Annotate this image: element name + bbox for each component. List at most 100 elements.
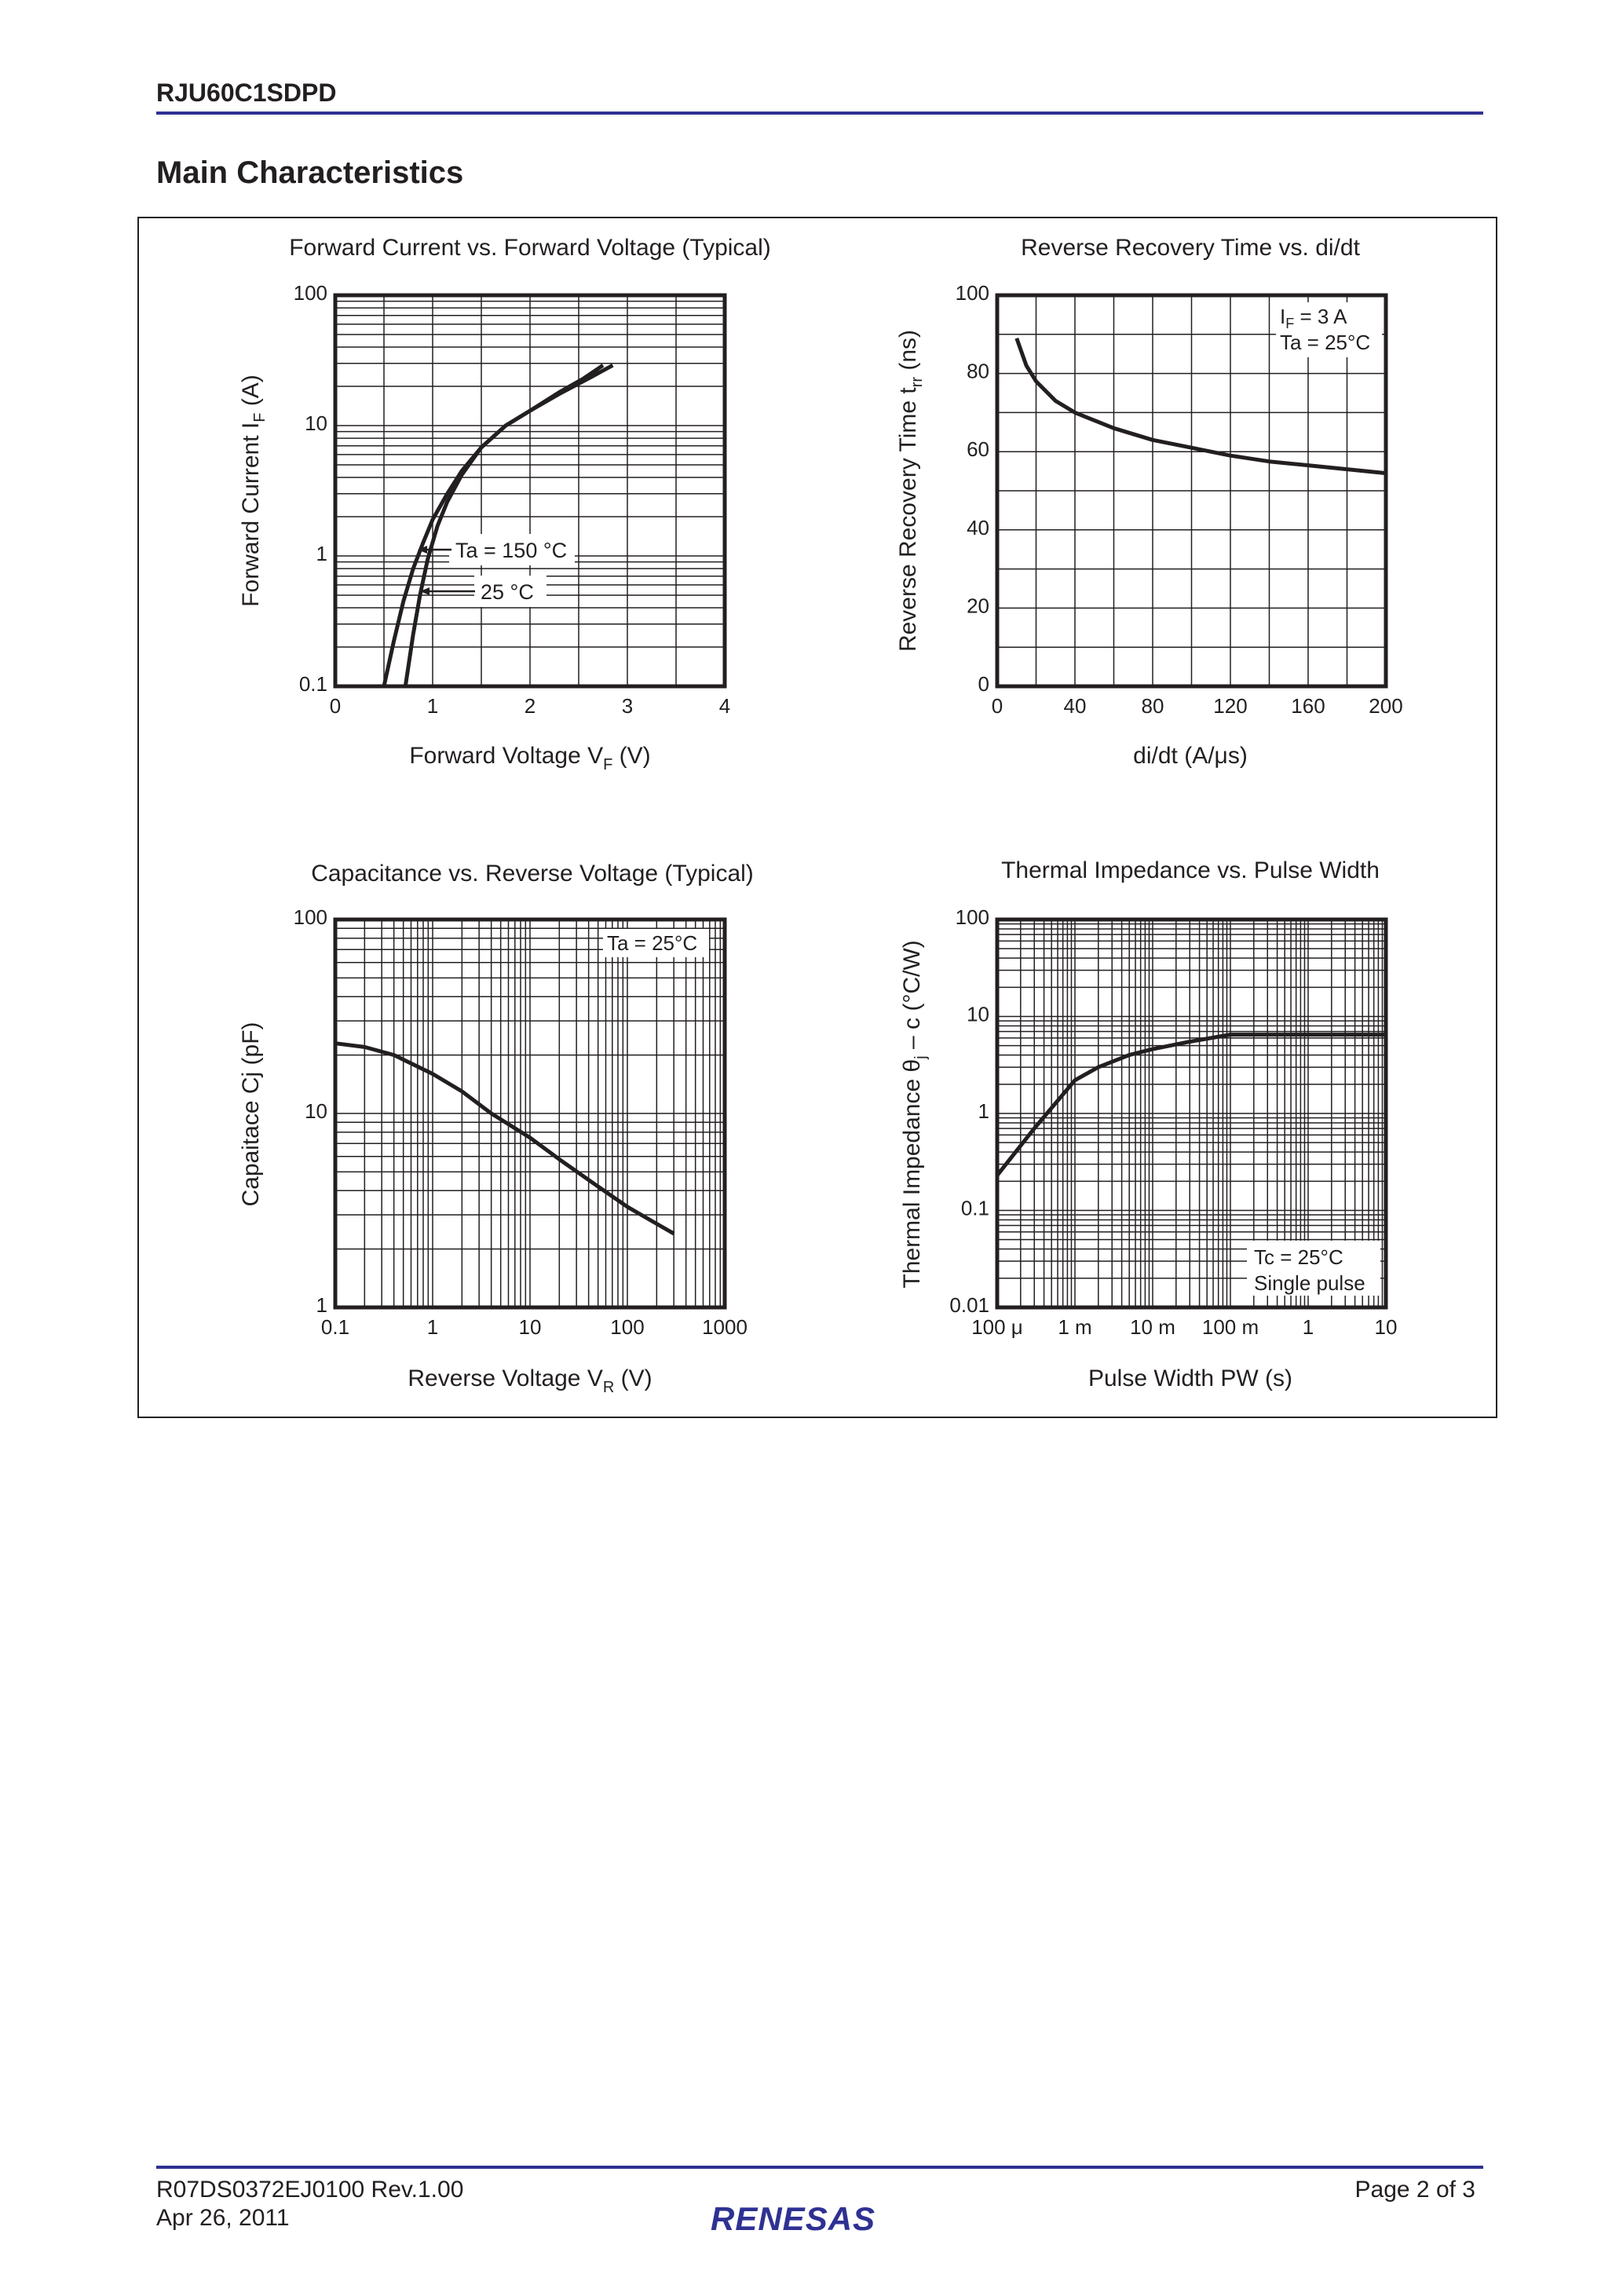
annotation-label: Ta = 150 °C: [455, 539, 567, 562]
x-tick-label: 1: [427, 694, 438, 718]
annotation-label: Tc = 25°C: [1254, 1245, 1343, 1269]
x-tick-label: 1000: [702, 1315, 748, 1339]
y-axis-label-subscript: rr: [908, 377, 926, 388]
chart-1: 0 1 2 3 4 0.1 1 10 100 Forward Current vs. Forwar…: [238, 235, 771, 773]
x-tick-label: 100 m: [1202, 1315, 1259, 1339]
x-tick-label: 160: [1291, 694, 1325, 718]
document-id: RJU60C1SDPD: [156, 79, 337, 107]
series-line-1: [996, 1033, 1386, 1177]
x-tick-label: 0: [330, 694, 341, 718]
x-tick-label: 1 m: [1058, 1315, 1091, 1339]
x-axis-label: Pulse Width PW (s): [1088, 1366, 1292, 1391]
annotation-bg: [603, 929, 709, 957]
x-axis-label-subscript: R: [603, 1379, 614, 1396]
arrow-head-icon: [418, 546, 427, 554]
x-tick-label: 80: [1142, 694, 1164, 718]
annotation-rest: = 3 A: [1294, 305, 1347, 328]
annotation-label: IF = 3 A: [1280, 305, 1347, 331]
page-number: Page 2 of 3: [1354, 2177, 1475, 2203]
chart-title: Forward Current vs. Forward Voltage (Typ…: [289, 235, 771, 261]
x-axis-label-subscript: F: [603, 756, 612, 773]
y-tick-label: 1: [316, 542, 327, 565]
y-tick-label: 10: [305, 411, 327, 435]
y-tick-label: 0.01: [949, 1293, 989, 1317]
y-tick-label: 40: [967, 516, 989, 539]
plot-frame: [995, 293, 1388, 689]
x-tick-label: 2: [525, 694, 536, 718]
x-axis-label-main: Forward Voltage V: [409, 743, 603, 769]
y-axis-label: Reverse Recovery Time trr (ns): [895, 330, 926, 652]
chart-4: 100 μ 1 m 10 m 100 m 1 10 0.01 0.1 1 10 100 Thermal…: [899, 857, 1397, 1391]
x-tick-label: 10: [1375, 1315, 1398, 1339]
y-axis-label-subscript: F: [251, 413, 269, 422]
plot-frame: [333, 917, 727, 1310]
y-tick-label: 0: [978, 672, 989, 696]
y-axis-label-main: Capaitace Cj (pF): [238, 1022, 264, 1206]
gridlines: [996, 919, 1386, 1308]
footer-rule: [156, 2166, 1483, 2169]
x-tick-label: 40: [1064, 694, 1087, 718]
document-date: Apr 26, 2011: [156, 2205, 290, 2231]
y-tick-label: 1: [316, 1293, 327, 1317]
y-tick-label: 20: [967, 594, 989, 617]
y-tick-label: 80: [967, 360, 989, 383]
chart-title: Reverse Recovery Time vs. di/dt: [1021, 235, 1360, 261]
x-tick-label: 3: [622, 694, 633, 718]
renesas-logo: RENESAS: [711, 2200, 875, 2237]
x-axis-label-main: di/dt (A/μs): [1133, 743, 1248, 769]
x-tick-label: 0: [992, 694, 1003, 718]
x-tick-label: 10 m: [1130, 1315, 1175, 1339]
gridlines: [334, 295, 726, 687]
y-axis-label-main: Reverse Recovery Time t: [895, 387, 921, 652]
charts-frame: [137, 217, 1497, 1418]
annotation-label: Ta = 25°C: [1280, 331, 1370, 354]
y-tick-label: 100: [294, 905, 327, 929]
x-tick-label: 0.1: [321, 1315, 349, 1339]
y-axis-label: Forward Current IF (A): [238, 375, 269, 607]
annotation-bg: [449, 534, 575, 565]
x-axis-label: Forward Voltage VF (V): [409, 743, 650, 773]
y-axis-label: Thermal Impedance θj – c (°C/W): [899, 940, 930, 1288]
x-tick-label: 1: [1303, 1315, 1314, 1339]
annotation-bg: [1276, 302, 1382, 357]
y-tick-label: 0.1: [299, 672, 327, 696]
x-tick-label: 1: [427, 1315, 438, 1339]
annotation-label: Ta = 25°C: [607, 931, 697, 955]
x-tick-label: 4: [719, 694, 730, 718]
annotation-bg: [1247, 1241, 1380, 1296]
x-tick-label: 120: [1213, 694, 1247, 718]
annotation-label: 25 °C: [481, 580, 534, 604]
y-axis-label-subscript: j: [912, 1055, 930, 1059]
chart-title: Capacitance vs. Reverse Voltage (Typical…: [311, 861, 754, 887]
series-line-1: [334, 1041, 675, 1236]
y-axis-label-main: Forward Current I: [238, 422, 264, 607]
series-line-2: [403, 364, 605, 687]
y-tick-label: 100: [294, 281, 327, 305]
x-tick-label: 10: [519, 1315, 542, 1339]
chart-2: 0 40 80 120 160 200 0 20 40 60 80 100 Reverse Recove…: [895, 235, 1403, 769]
y-tick-label: 1: [978, 1099, 989, 1123]
x-axis-label-unit: (V): [612, 743, 650, 769]
document-number: R07DS0372EJ0100 Rev.1.00: [156, 2177, 464, 2203]
y-tick-label: 10: [967, 1003, 989, 1026]
x-tick-label: 100: [610, 1315, 644, 1339]
y-axis-label-main: Thermal Impedance θ: [899, 1059, 925, 1289]
x-axis-label-unit: (V): [614, 1366, 652, 1391]
header-rule: [156, 112, 1483, 115]
y-axis-label-unit: – c (°C/W): [899, 940, 925, 1055]
x-axis-label: di/dt (A/μs): [1133, 743, 1248, 769]
y-tick-label: 100: [956, 281, 989, 305]
y-tick-label: 10: [305, 1099, 327, 1123]
annotation-bg: [474, 576, 546, 607]
plot-frame: [995, 917, 1388, 1310]
gridlines: [334, 919, 725, 1308]
x-tick-label: 200: [1369, 694, 1402, 718]
annotation-label: Single pulse: [1254, 1271, 1365, 1295]
arrow-head-icon: [420, 587, 430, 595]
section-title: Main Characteristics: [156, 155, 464, 190]
x-axis-label-main: Pulse Width PW (s): [1088, 1366, 1292, 1391]
x-tick-label: 100 μ: [971, 1315, 1023, 1339]
series-line-1: [1014, 337, 1387, 476]
